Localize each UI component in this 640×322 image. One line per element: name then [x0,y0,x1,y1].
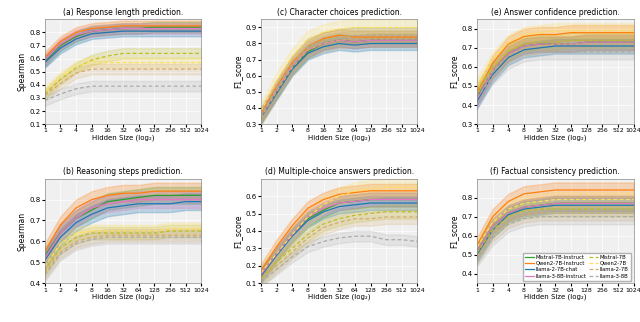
Title: (a) Response length prediction.: (a) Response length prediction. [63,8,183,17]
Legend: Mistral-7B-Instruct, Qwen2-7B-Instruct, llama-2-7B-chat, llama-3-8B-Instruct, Mi: Mistral-7B-Instruct, Qwen2-7B-Instruct, … [523,252,631,281]
Y-axis label: F1_score: F1_score [450,214,459,248]
Y-axis label: F1_score: F1_score [234,55,243,89]
X-axis label: Hidden Size (log₂): Hidden Size (log₂) [92,135,154,141]
Title: (c) Character choices prediction.: (c) Character choices prediction. [276,8,402,17]
Y-axis label: F1_score: F1_score [234,214,243,248]
X-axis label: Hidden Size (log₂): Hidden Size (log₂) [308,135,371,141]
X-axis label: Hidden Size (log₂): Hidden Size (log₂) [308,294,371,300]
Title: (b) Reasoning steps prediction.: (b) Reasoning steps prediction. [63,167,183,176]
X-axis label: Hidden Size (log₂): Hidden Size (log₂) [524,135,586,141]
X-axis label: Hidden Size (log₂): Hidden Size (log₂) [92,294,154,300]
Y-axis label: Spearman: Spearman [18,52,27,91]
Y-axis label: F1_score: F1_score [450,55,459,89]
Y-axis label: Spearman: Spearman [18,212,27,251]
Title: (e) Answer confidence prediction.: (e) Answer confidence prediction. [491,8,620,17]
X-axis label: Hidden Size (log₂): Hidden Size (log₂) [524,294,586,300]
Title: (f) Factual consistency prediction.: (f) Factual consistency prediction. [490,167,620,176]
Title: (d) Multiple-choice answers prediction.: (d) Multiple-choice answers prediction. [264,167,414,176]
